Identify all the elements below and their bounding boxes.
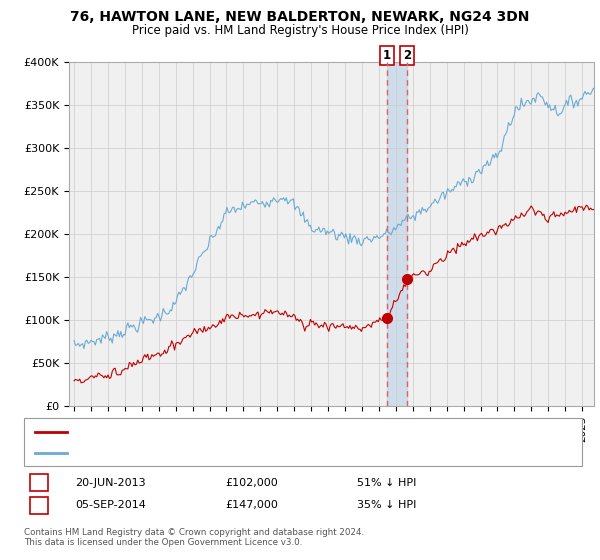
Text: 1: 1 bbox=[35, 476, 43, 489]
Text: 05-SEP-2014: 05-SEP-2014 bbox=[75, 500, 146, 510]
Text: 76, HAWTON LANE, NEW BALDERTON, NEWARK, NG24 3DN: 76, HAWTON LANE, NEW BALDERTON, NEWARK, … bbox=[70, 10, 530, 24]
Text: £102,000: £102,000 bbox=[225, 478, 278, 488]
Text: 2: 2 bbox=[403, 49, 412, 62]
Text: £147,000: £147,000 bbox=[225, 500, 278, 510]
Text: 35% ↓ HPI: 35% ↓ HPI bbox=[357, 500, 416, 510]
Text: 20-JUN-2013: 20-JUN-2013 bbox=[75, 478, 146, 488]
Text: 1: 1 bbox=[383, 49, 391, 62]
Text: HPI: Average price, detached house, Newark and Sherwood: HPI: Average price, detached house, Newa… bbox=[72, 447, 368, 458]
Text: 2: 2 bbox=[35, 498, 43, 512]
Bar bbox=[387, 62, 407, 406]
Text: 76, HAWTON LANE, NEW BALDERTON, NEWARK, NG24 3DN (detached house): 76, HAWTON LANE, NEW BALDERTON, NEWARK, … bbox=[72, 427, 458, 437]
Text: 51% ↓ HPI: 51% ↓ HPI bbox=[357, 478, 416, 488]
Text: Price paid vs. HM Land Registry's House Price Index (HPI): Price paid vs. HM Land Registry's House … bbox=[131, 24, 469, 36]
Text: Contains HM Land Registry data © Crown copyright and database right 2024.
This d: Contains HM Land Registry data © Crown c… bbox=[24, 528, 364, 547]
